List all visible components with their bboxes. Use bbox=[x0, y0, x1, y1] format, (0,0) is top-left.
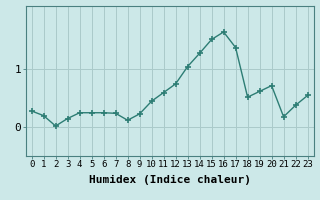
X-axis label: Humidex (Indice chaleur): Humidex (Indice chaleur) bbox=[89, 175, 251, 185]
